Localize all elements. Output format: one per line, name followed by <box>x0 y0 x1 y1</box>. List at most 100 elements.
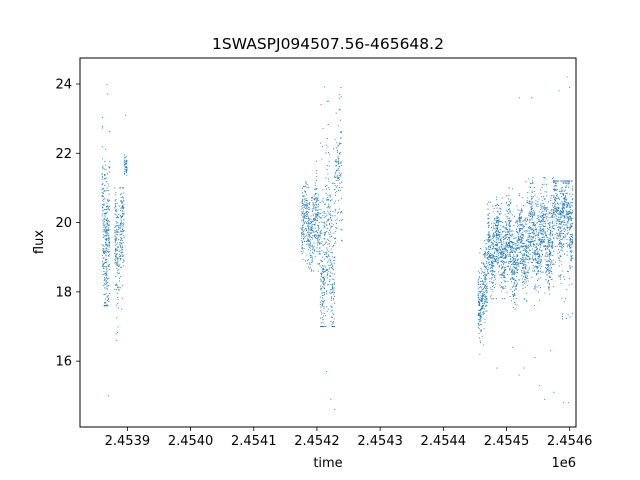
data-point <box>540 217 543 219</box>
data-point <box>502 239 504 241</box>
data-point <box>337 169 339 171</box>
data-point <box>522 243 524 245</box>
data-point <box>108 193 110 195</box>
data-point <box>102 165 104 167</box>
data-point <box>525 266 527 268</box>
data-point <box>115 257 117 259</box>
data-point <box>515 267 517 269</box>
data-point <box>557 213 559 215</box>
data-point <box>329 245 331 247</box>
data-point <box>499 220 501 222</box>
data-point <box>519 212 522 214</box>
data-point <box>339 143 341 145</box>
data-point <box>336 150 338 152</box>
data-point <box>303 230 305 232</box>
x-axis-label: time <box>313 456 342 471</box>
data-point <box>104 293 106 295</box>
data-point <box>102 176 104 178</box>
data-point <box>108 229 110 231</box>
data-point <box>124 161 126 163</box>
data-point <box>514 273 516 275</box>
data-point <box>102 192 104 194</box>
data-point <box>115 262 117 264</box>
data-point <box>488 252 490 254</box>
data-point <box>537 271 539 273</box>
data-point <box>486 299 488 301</box>
data-point <box>529 238 531 240</box>
data-point <box>329 228 331 230</box>
data-point <box>334 175 336 177</box>
data-point <box>500 282 503 284</box>
data-point <box>313 198 315 201</box>
data-point <box>337 176 339 178</box>
data-point <box>541 210 543 212</box>
data-point <box>311 249 313 251</box>
data-point <box>116 239 118 241</box>
data-point <box>530 257 532 259</box>
data-point <box>503 242 505 245</box>
data-point <box>333 232 335 234</box>
data-point <box>107 183 109 185</box>
data-point <box>499 241 501 244</box>
data-point <box>123 212 125 214</box>
data-point <box>319 303 321 306</box>
data-point <box>503 272 505 274</box>
data-point <box>120 243 122 245</box>
data-point <box>107 229 109 231</box>
data-point <box>537 251 539 253</box>
data-point <box>484 269 486 271</box>
data-point <box>558 226 560 228</box>
data-point <box>510 277 512 279</box>
data-point <box>516 240 518 242</box>
data-point <box>120 207 122 209</box>
data-point <box>493 279 495 281</box>
data-point <box>485 273 487 275</box>
data-point <box>337 168 339 170</box>
data-point <box>538 263 540 265</box>
data-point <box>307 230 309 232</box>
data-point <box>477 322 480 324</box>
data-point <box>316 247 318 249</box>
data-point <box>485 262 488 264</box>
data-point <box>493 235 495 237</box>
data-point <box>339 108 341 110</box>
data-point <box>104 234 106 236</box>
data-point <box>484 296 486 298</box>
data-point <box>497 211 499 213</box>
data-point <box>311 256 313 258</box>
data-point <box>320 142 322 144</box>
data-point <box>334 202 336 204</box>
data-point <box>553 197 555 199</box>
data-point <box>508 200 510 202</box>
data-point <box>106 199 108 201</box>
data-point <box>501 197 503 199</box>
data-point <box>534 244 536 246</box>
data-point <box>511 294 514 296</box>
data-point <box>515 275 517 277</box>
data-point <box>323 216 325 218</box>
data-point <box>515 272 517 274</box>
data-point <box>537 234 540 237</box>
data-point <box>562 193 564 195</box>
data-point <box>560 223 562 225</box>
data-point <box>566 206 568 209</box>
data-point <box>528 255 530 258</box>
data-point <box>483 288 485 290</box>
data-point <box>499 239 502 241</box>
data-point <box>569 215 571 217</box>
data-point <box>539 239 541 241</box>
data-point <box>545 213 547 215</box>
data-point <box>561 220 563 222</box>
data-point <box>509 236 511 238</box>
data-point <box>527 262 529 264</box>
data-point <box>511 246 513 248</box>
data-point <box>511 252 513 254</box>
data-point <box>571 243 573 245</box>
data-point <box>103 200 105 203</box>
data-point <box>532 245 534 247</box>
data-point <box>528 246 530 248</box>
data-point <box>564 229 566 231</box>
data-point <box>492 256 494 258</box>
data-point <box>520 238 523 240</box>
data-point <box>563 203 565 205</box>
